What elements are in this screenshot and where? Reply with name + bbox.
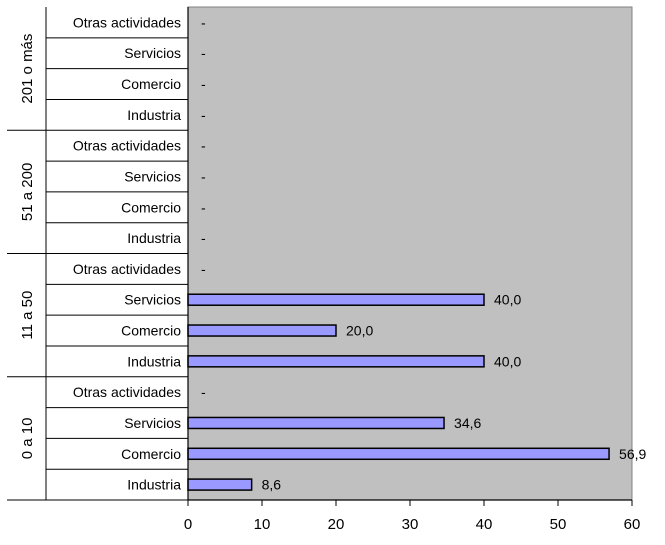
category-label: Industria [127, 353, 181, 369]
data-label: - [201, 384, 206, 400]
x-tick-label: 30 [402, 516, 419, 533]
category-label: Servicios [124, 168, 181, 184]
category-label: Otras actividades [73, 14, 181, 30]
category-label: Otras actividades [73, 384, 181, 400]
category-label: Servicios [124, 292, 181, 308]
data-label: - [201, 14, 206, 30]
x-tick-label: 0 [184, 516, 192, 533]
category-label: Comercio [121, 76, 181, 92]
bar [187, 416, 445, 430]
category-label: Comercio [121, 323, 181, 339]
data-label: - [201, 168, 206, 184]
x-tick-label: 60 [624, 516, 641, 533]
x-tick-label: 50 [550, 516, 567, 533]
bar [187, 447, 610, 461]
data-label: - [201, 138, 206, 154]
bar [187, 478, 253, 491]
data-label: - [201, 76, 206, 92]
group-label: 51 a 200 [19, 163, 36, 221]
data-label: 20,0 [346, 323, 373, 339]
group-label: 201 o más [19, 34, 36, 104]
data-label: - [201, 199, 206, 215]
bar [187, 324, 337, 337]
category-label: Otras actividades [73, 261, 181, 277]
category-label: Industria [127, 230, 181, 246]
data-label: 40,0 [494, 353, 521, 369]
x-tick-label: 10 [254, 516, 271, 533]
group-label: 0 a 10 [19, 418, 36, 460]
category-label: Otras actividades [73, 138, 181, 154]
group-label: 11 a 50 [19, 291, 36, 340]
data-label: 40,0 [494, 292, 521, 308]
category-label: Comercio [121, 446, 181, 462]
x-tick-label: 20 [328, 516, 345, 533]
data-label: - [201, 107, 206, 123]
bar [187, 293, 485, 306]
data-label: - [201, 45, 206, 61]
category-label: Servicios [124, 415, 181, 431]
data-label: 34,6 [454, 415, 481, 431]
category-label: Industria [127, 107, 181, 123]
category-label: Industria [127, 477, 181, 493]
data-label: 8,6 [262, 477, 282, 493]
data-label: 56,9 [619, 446, 646, 462]
x-tick-label: 40 [476, 516, 493, 533]
data-label: - [201, 261, 206, 277]
category-label: Comercio [121, 199, 181, 215]
category-label: Servicios [124, 45, 181, 61]
bar [187, 355, 485, 368]
data-label: - [201, 230, 206, 246]
